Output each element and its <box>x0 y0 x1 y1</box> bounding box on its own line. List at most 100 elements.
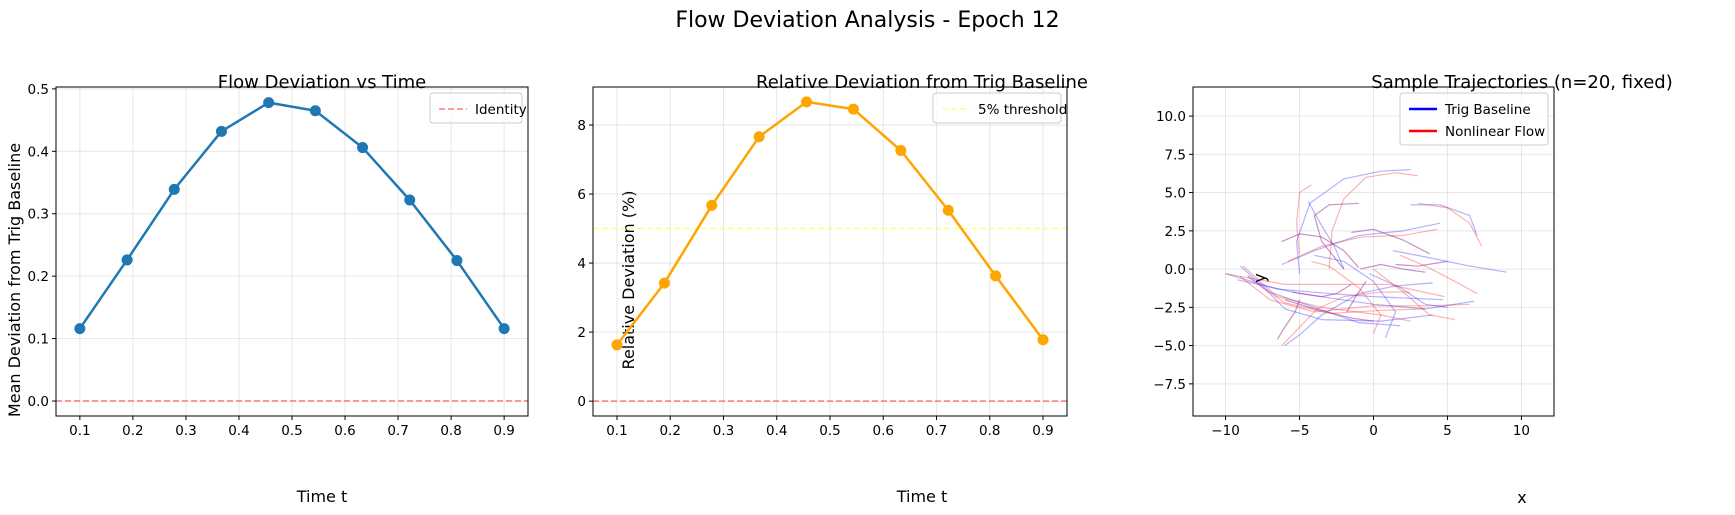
data-point <box>990 270 1002 282</box>
panel3-title: Sample Trajectories (n=20, fixed) <box>1371 72 1672 93</box>
panel2-plot: 0.1 0.2 0.3 0.4 0.5 0.6 0.7 0.8 0.9 0 2 4 6 8 5% thres… <box>577 86 1068 439</box>
x-tick-label: 10 <box>1513 423 1530 439</box>
trajectory-baseline <box>1410 204 1478 236</box>
trajectory-overlap <box>1284 299 1374 322</box>
legend-label: 5% threshold <box>978 102 1067 118</box>
panel1-plot: 0.1 0.2 0.3 0.4 0.5 0.6 0.7 0.8 0.9 0.0 0.1 0.2 0.3 0… <box>28 82 529 439</box>
data-point <box>215 125 227 137</box>
x-tick-label: 0.9 <box>493 423 514 439</box>
data-point <box>706 199 718 211</box>
data-point <box>168 183 180 195</box>
data-point <box>847 103 859 115</box>
trajectory-overlap <box>1313 202 1359 270</box>
trajectory-flow <box>1399 254 1478 295</box>
panel1-title: Flow Deviation vs Time <box>218 72 426 93</box>
legend-box <box>932 92 1062 124</box>
x-tick-label: 0.5 <box>281 423 302 439</box>
data-point <box>498 323 510 335</box>
trajectory-baseline <box>1281 222 1441 266</box>
legend: 5% threshold <box>932 92 1067 124</box>
data-point <box>611 339 623 351</box>
data-point <box>121 254 133 266</box>
trajectory-baseline <box>1247 274 1433 322</box>
y-tick-label: 0.0 <box>1165 262 1186 278</box>
y-tick-label: 0.0 <box>28 394 49 410</box>
y-tick-label: 0 <box>577 394 586 410</box>
data-point <box>451 255 463 267</box>
y-tick-label: 0.5 <box>28 82 49 98</box>
data-point <box>753 131 765 143</box>
x-tick-label: 0.6 <box>334 423 355 439</box>
trajectory-flow <box>1247 276 1426 315</box>
x-tick-label: 0.9 <box>1032 423 1053 439</box>
trajectory-flow <box>1242 265 1411 322</box>
panel3-plot: −10 −5 0 5 10 −7.5 −5.0 −2.5 0.0 2.5 5.0 7.5 10.0 Tri… <box>1153 86 1555 439</box>
trajectory-overlap <box>1292 283 1352 298</box>
x-tick-label: 0.8 <box>440 423 461 439</box>
data-point <box>263 97 275 109</box>
trajectory-baseline <box>1237 279 1475 310</box>
data-point <box>942 204 954 216</box>
data-point <box>404 194 416 206</box>
legend: Trig Baseline Nonlinear Flow <box>1399 92 1549 146</box>
trajectory-flow <box>1225 273 1445 298</box>
y-tick-label: 4 <box>577 256 586 272</box>
x-tick-label: 0.4 <box>228 423 249 439</box>
trajectory-flow <box>1328 172 1418 270</box>
legend-label: Nonlinear Flow <box>1445 124 1545 140</box>
legend-label: Trig Baseline <box>1444 102 1531 118</box>
figure-suptitle: Flow Deviation Analysis - Epoch 12 <box>675 8 1059 33</box>
panel2-title: Relative Deviation from Trig Baseline <box>756 72 1088 93</box>
trajectory-flow <box>1295 184 1312 254</box>
y-tick-label: 0.3 <box>28 207 49 223</box>
panel-relative-deviation: Relative Deviation from Trig Baseline Ti… <box>577 72 1088 506</box>
data-point <box>357 142 369 154</box>
trajectory-overlap <box>1351 228 1430 255</box>
x-tick-label: 0.3 <box>713 423 734 439</box>
x-tick-label: 0.2 <box>122 423 143 439</box>
x-tick-label: 0.8 <box>979 423 1000 439</box>
data-point <box>895 145 907 157</box>
y-tick-label: 10.0 <box>1156 109 1186 125</box>
axes-frame <box>1192 86 1555 417</box>
y-tick-label: 2.5 <box>1165 224 1186 240</box>
data-point <box>1037 334 1049 346</box>
y-tick-label: 7.5 <box>1165 147 1186 163</box>
trajectory-overlap <box>1360 263 1426 273</box>
panel-sample-trajectories: Sample Trajectories (n=20, fixed) x y −1… <box>1153 72 1673 507</box>
y-tick-label: 0.2 <box>28 269 49 285</box>
x-tick-label: 0.2 <box>659 423 680 439</box>
series-line <box>615 100 1045 346</box>
data-point <box>309 105 321 117</box>
panel3-ylabel: y <box>1250 273 1269 282</box>
panel1-ylabel: Mean Deviation from Trig Baseline <box>5 143 24 417</box>
y-tick-label: −5.0 <box>1153 339 1186 355</box>
x-tick-label: 5 <box>1443 423 1452 439</box>
trajectory-baseline <box>1307 201 1345 270</box>
x-tick-label: 0.1 <box>69 423 90 439</box>
x-tick-label: 0.5 <box>819 423 840 439</box>
trajectory-overlap <box>1346 281 1367 313</box>
trajectory-overlap <box>1395 260 1448 267</box>
legend-box <box>429 92 523 124</box>
data-point <box>74 323 86 335</box>
trajectory-baseline <box>1295 169 1411 274</box>
x-tick-label: 0.4 <box>766 423 787 439</box>
trajectory-baseline <box>1368 273 1448 308</box>
trajectory-baseline <box>1225 273 1444 301</box>
panel3-xlabel: x <box>1517 488 1526 507</box>
data-point <box>801 96 813 108</box>
y-tick-label: −2.5 <box>1153 300 1186 316</box>
trajectory-flow <box>1239 276 1470 313</box>
data-point <box>658 277 670 289</box>
series-line <box>78 101 506 330</box>
y-tick-label: 5.0 <box>1165 186 1186 202</box>
y-tick-label: 6 <box>577 187 586 203</box>
trajectory-baseline <box>1314 254 1397 339</box>
legend-label: Identity <box>475 102 527 118</box>
panel-flow-deviation: Flow Deviation vs Time Time t Mean Devia… <box>5 72 529 506</box>
x-tick-label: −5 <box>1290 423 1310 439</box>
x-tick-label: 0.3 <box>175 423 196 439</box>
axes-frame <box>592 86 1068 417</box>
